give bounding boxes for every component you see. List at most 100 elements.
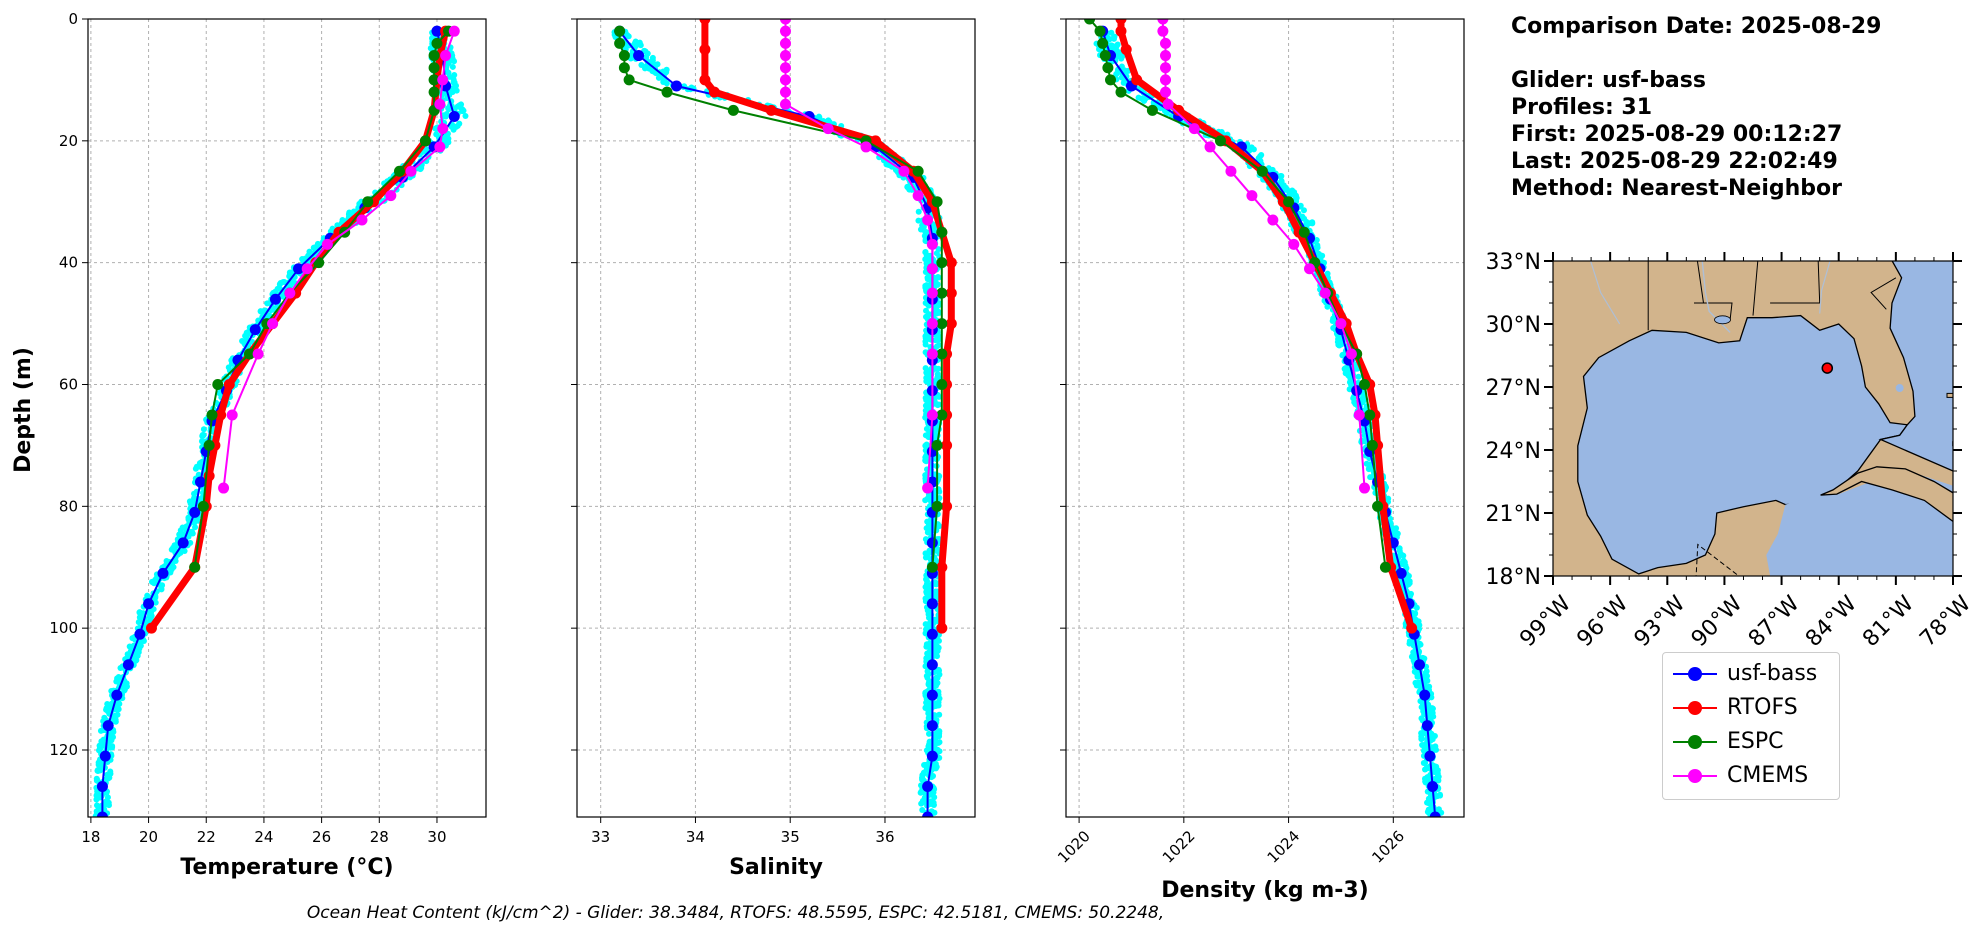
data-point-usf-bass [926,537,938,549]
data-point-cmems [1160,37,1171,49]
data-point-cmems [321,238,333,250]
legend-label: ESPC [1727,729,1784,754]
raw-glider-point [1423,668,1430,675]
raw-glider-point [196,463,203,470]
axes-frame [576,18,976,818]
data-point-espc [428,50,440,62]
data-point-usf-bass [134,628,146,640]
data-point-espc [1283,196,1295,208]
data-point-espc [1366,439,1378,451]
data-point-espc [1379,561,1391,573]
data-point-cmems [779,25,791,37]
data-point-rtofs [699,19,711,25]
raw-glider-point [1413,669,1420,676]
data-point-rtofs [223,378,235,390]
x-tick-label: 1020 [1054,827,1094,867]
x-axis-label: Density (kg m-3) [1161,878,1369,903]
data-point-cmems [437,74,449,86]
raw-glider-point [915,217,922,224]
y-tick-label: 80 [59,497,78,515]
raw-glider-point [1425,707,1432,714]
data-point-cmems [926,409,938,421]
x-tick-label: 33 [591,828,610,846]
data-point-usf-bass [177,537,189,549]
data-point-espc [936,348,948,360]
data-point-rtofs [945,318,957,330]
raw-glider-point [923,525,930,532]
raw-glider-point [922,365,929,372]
raw-glider-point [1412,611,1419,618]
raw-glider-point [1288,191,1295,198]
raw-glider-point [1363,460,1370,467]
map-lat-label: 21°N [1486,502,1541,527]
data-point-usf-bass [1429,811,1441,817]
y-tick-label: 100 [49,619,78,637]
raw-glider-point [922,402,929,409]
series-line-cmems [222,30,456,489]
raw-glider-point [95,759,102,766]
data-point-usf-bass [1395,567,1407,579]
plot-area [1084,19,1445,817]
data-point-rtofs [708,86,720,98]
raw-glider-point [93,775,100,782]
raw-glider-point [925,743,932,750]
raw-glider-point [930,642,937,649]
raw-glider-point [129,635,136,642]
raw-glider-point [915,208,922,215]
raw-glider-point [104,771,111,778]
raw-glider-point [934,648,941,655]
raw-glider-point [924,578,931,585]
series-line-cmems [784,19,934,489]
raw-glider-point [245,329,252,336]
raw-glider-point [1418,733,1425,740]
data-point-usf-bass [99,750,111,762]
series-line-espc [1088,19,1387,568]
data-point-espc [189,561,201,573]
data-point-espc [912,165,924,177]
data-point-rtofs [941,500,953,512]
raw-glider-point [931,794,938,801]
data-point-espc [936,378,948,390]
data-point-cmems [437,123,449,135]
data-point-espc [203,439,215,451]
series-line-cmems [1161,19,1366,489]
map-lon-label: 78°W [1915,591,1976,652]
data-point-usf-bass [1419,689,1431,701]
data-point-cmems [1319,287,1331,299]
data-point-usf-bass [926,689,938,701]
glider-location-marker [1821,362,1834,374]
raw-glider-point [274,285,281,292]
raw-glider-point [1415,618,1422,625]
raw-glider-point [816,113,823,120]
series-line-rtofs [148,30,450,631]
data-point-rtofs [145,622,157,634]
raw-glider-point [935,637,942,644]
raw-glider-point [185,514,192,521]
raw-glider-point [1309,220,1316,227]
raw-glider-point [930,789,937,796]
raw-glider-point [446,73,453,80]
raw-glider-point [923,641,930,648]
data-point-cmems [252,348,264,360]
data-point-rtofs [1406,622,1418,634]
raw-glider-point [239,338,246,345]
data-point-cmems [448,25,460,37]
data-point-usf-bass [922,811,934,817]
data-point-rtofs [1131,74,1143,86]
data-point-cmems [926,348,938,360]
data-point-rtofs [1173,104,1185,116]
raw-glider-point [936,711,943,718]
cuba [1820,466,1953,523]
data-point-rtofs [870,135,881,147]
x-tick-label: 1024 [1264,827,1304,867]
raw-glider-point [932,588,939,595]
raw-glider-point [417,166,424,173]
data-point-usf-bass [96,781,108,793]
raw-glider-point [922,554,929,561]
x-tick-label: 1026 [1368,827,1408,867]
map-lat-label: 18°N [1486,565,1541,590]
raw-glider-point [649,54,656,61]
data-point-espc [1214,135,1226,147]
raw-glider-point [922,284,929,291]
data-point-rtofs [936,561,948,573]
